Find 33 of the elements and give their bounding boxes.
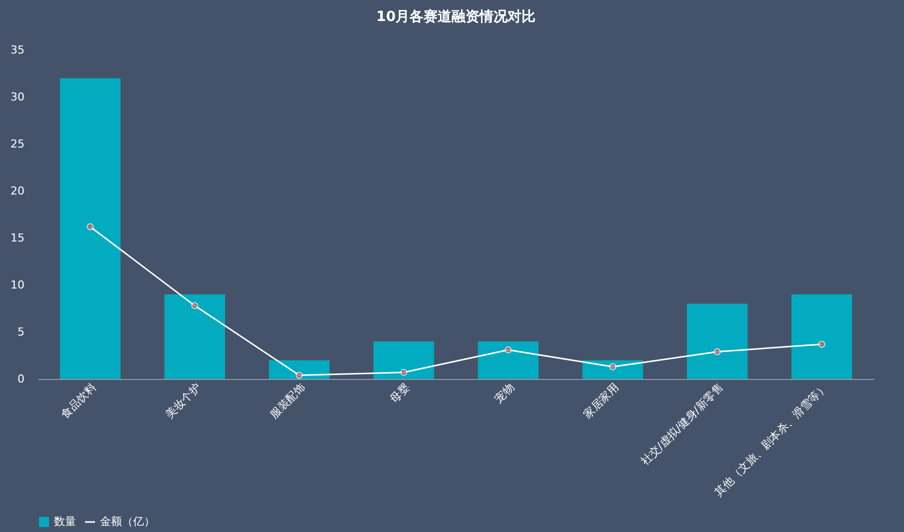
x-tick-label: 宠物 — [492, 380, 517, 406]
x-tick-label: 美妆个护 — [162, 380, 204, 422]
point — [400, 368, 408, 376]
x-tick-label: 服装配饰 — [267, 380, 308, 422]
bar — [164, 294, 226, 379]
point — [191, 302, 198, 310]
x-tick-label: 社交/虚拟/健身/新零售 — [638, 380, 726, 468]
point — [609, 363, 616, 370]
legend-label: 金额（亿） — [100, 515, 155, 528]
x-tick-label: 家居家用 — [580, 380, 622, 422]
point — [504, 346, 512, 354]
point — [818, 340, 826, 348]
x-tick-label: 母婴 — [387, 380, 412, 406]
chart-title: 10月各赛道融资情况对比 — [376, 8, 536, 25]
bar — [373, 341, 434, 379]
bar — [478, 341, 539, 379]
bar — [60, 78, 121, 379]
y-tick-label: 0 — [18, 372, 24, 386]
y-tick-label: 10 — [10, 278, 24, 292]
y-tick-label: 20 — [10, 184, 24, 198]
x-tick-label: 食品饮料 — [58, 380, 99, 422]
y-tick-label: 30 — [10, 90, 24, 104]
legend-label: 数量 — [54, 515, 76, 528]
y-tick-label: 35 — [10, 44, 24, 56]
y-tick-label: 15 — [10, 232, 24, 244]
point — [86, 223, 94, 230]
y-tick-label: 5 — [18, 326, 24, 338]
bar — [268, 360, 330, 379]
bar — [686, 304, 748, 379]
point — [714, 348, 721, 356]
bar — [791, 294, 852, 379]
point — [296, 372, 303, 379]
y-tick-label: 25 — [10, 138, 24, 150]
